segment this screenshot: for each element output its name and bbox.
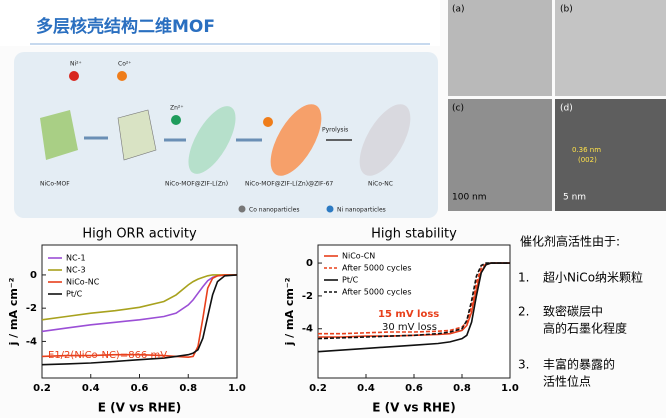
- zif67-shape: [270, 104, 322, 176]
- notes-heading: 催化剂高活性由于:: [520, 234, 620, 249]
- scheme-stage: NiCo-MOF@ZIF-L(Zn): [165, 181, 228, 188]
- scheme-stage: NiCo-MOF: [40, 181, 70, 188]
- legend-label: After 5000 cycles: [342, 264, 412, 273]
- lattice-label: 0.36 nm: [572, 146, 601, 154]
- scale-bar: 100 nm: [452, 193, 487, 203]
- note-text: 活性位点: [543, 374, 591, 389]
- tem-image: [555, 0, 666, 96]
- nico-mof-stack: [117, 109, 157, 161]
- chart-title: High stability: [371, 227, 457, 242]
- x-tick-label: 0.8: [179, 383, 197, 394]
- tem-image: [555, 99, 666, 211]
- nico-nc-shape: [359, 104, 411, 176]
- note-text: 超小NiCo纳米颗粒: [543, 270, 643, 285]
- note-text: 致密碳层中: [543, 304, 603, 319]
- slide-title: 多层核壳结构二维MOF: [36, 16, 215, 37]
- note-text: 丰富的暴露的: [543, 357, 615, 372]
- scheme-ion: Ni²⁺: [70, 61, 82, 68]
- header-bg: [0, 0, 440, 46]
- x-axis-label: E (V vs RHE): [98, 401, 181, 415]
- x-tick-label: 1.0: [501, 383, 519, 394]
- scheme-stage: NiCo-MOF@ZIF-L(Zn)@ZIF-67: [245, 181, 333, 188]
- x-tick-label: 0.6: [131, 383, 149, 394]
- scheme-stage: NiCo-NC: [368, 181, 393, 188]
- x-tick-label: 0.2: [33, 383, 51, 394]
- scheme-ion: Co²⁺: [118, 61, 131, 68]
- series-line: [41, 274, 238, 366]
- annotation: E1/2(NiCo-NC)=866 mV: [48, 350, 167, 361]
- scheme-ion: Zn²⁺: [170, 105, 184, 112]
- x-tick-label: 1.0: [228, 383, 246, 394]
- y-axis-label: j / mA cm⁻²: [7, 277, 20, 346]
- scheme-legend: Ni nanoparticles: [337, 207, 386, 214]
- annotation: 30 mV loss: [382, 322, 437, 333]
- x-tick-label: 0.6: [405, 383, 423, 394]
- note-num: 1.: [518, 271, 529, 285]
- ni-ion: [69, 71, 79, 81]
- tem-label: (d): [560, 104, 573, 114]
- legend-label: Pt/C: [342, 276, 359, 285]
- zif-l-shape: [188, 106, 236, 174]
- y-tick-label: -4: [26, 336, 37, 347]
- nico-mof-shape: [40, 110, 78, 160]
- tem-label: (a): [452, 5, 465, 15]
- ni-np-dot: [326, 205, 334, 213]
- series-line: [41, 274, 237, 321]
- tem-label: (b): [560, 5, 573, 15]
- legend-label: NC-1: [66, 254, 86, 263]
- y-tick-label: -4: [302, 324, 313, 335]
- scale-bar: 5 nm: [563, 193, 586, 203]
- tem-label: (c): [452, 104, 464, 114]
- y-tick-label: -2: [302, 291, 313, 302]
- lattice-label: (002): [578, 156, 597, 164]
- y-tick-label: -2: [26, 303, 37, 314]
- series-line: [317, 262, 510, 340]
- scheme-legend: Co nanoparticles: [249, 207, 299, 214]
- note-num: 2.: [518, 305, 529, 319]
- x-tick-label: 0.8: [453, 383, 471, 394]
- legend-label: NiCo-CN: [342, 252, 375, 261]
- chart-title: High ORR activity: [82, 227, 197, 242]
- tem-image: [448, 99, 552, 211]
- legend-label: NiCo-NC: [66, 278, 100, 287]
- zn-ion: [171, 115, 181, 125]
- legend-label: After 5000 cycles: [342, 288, 412, 297]
- legend-label: NC-3: [66, 266, 86, 275]
- annotation: 15 mV loss: [378, 309, 439, 320]
- x-tick-label: 0.2: [309, 383, 327, 394]
- x-axis-label: E (V vs RHE): [372, 401, 455, 415]
- series-line: [41, 274, 237, 359]
- y-axis-label: j / mA cm⁻²: [283, 277, 296, 346]
- co-np-dot: [238, 205, 246, 213]
- x-tick-label: 0.4: [82, 383, 100, 394]
- y-tick-label: 0: [306, 258, 313, 269]
- note-text: 高的石墨化程度: [543, 321, 627, 336]
- plot-area: [317, 244, 511, 379]
- co-ion-2: [263, 117, 273, 127]
- x-tick-label: 0.4: [357, 383, 375, 394]
- scheme-step: Pyrolysis: [322, 127, 348, 134]
- tem-image: [448, 0, 552, 96]
- note-num: 3.: [518, 358, 529, 372]
- legend-label: Pt/C: [66, 290, 83, 299]
- co-ion: [117, 71, 127, 81]
- y-tick-label: 0: [30, 270, 37, 281]
